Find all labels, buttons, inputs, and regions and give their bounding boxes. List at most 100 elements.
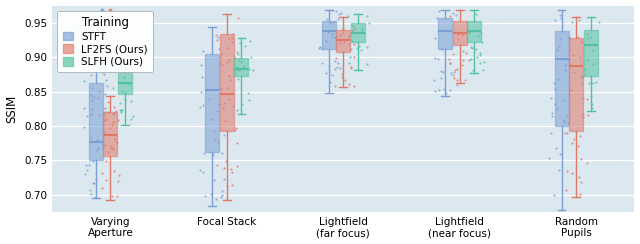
Point [460, 78, 470, 82]
Point [448, 73, 458, 77]
Point [106, 146, 116, 150]
Point [91, 177, 101, 181]
Point [438, 70, 448, 73]
Point [211, 33, 221, 37]
Point [567, 141, 577, 145]
Point [347, 29, 357, 32]
Point [220, 133, 230, 137]
Point [584, 81, 594, 85]
Point [450, 68, 460, 72]
Point [116, 89, 127, 92]
Point [587, 106, 597, 110]
Point [244, 98, 254, 102]
Point [429, 78, 440, 81]
Bar [584, 30, 598, 76]
Point [563, 169, 573, 173]
Point [109, 137, 120, 141]
Point [586, 94, 596, 98]
Point [232, 16, 243, 20]
Point [457, 30, 467, 34]
Point [337, 30, 348, 34]
Point [362, 45, 372, 49]
Point [214, 55, 225, 59]
Point [86, 135, 96, 139]
Point [577, 82, 588, 86]
Point [108, 86, 118, 90]
Point [195, 105, 205, 109]
Point [89, 95, 99, 99]
Point [451, 67, 461, 71]
Point [115, 108, 125, 112]
Point [100, 117, 111, 121]
Point [196, 75, 207, 79]
Point [86, 86, 97, 90]
Point [461, 51, 471, 55]
Point [315, 45, 325, 49]
Point [433, 89, 444, 92]
Point [126, 117, 136, 121]
Point [339, 40, 349, 44]
Point [84, 163, 95, 167]
Point [548, 193, 559, 197]
Point [81, 163, 91, 167]
Point [364, 21, 374, 25]
Point [209, 178, 220, 182]
Point [314, 46, 324, 50]
Point [97, 47, 108, 51]
Point [113, 173, 124, 177]
Point [471, 12, 481, 16]
Point [479, 60, 489, 64]
Point [440, 91, 451, 94]
Point [344, 42, 354, 46]
Point [109, 132, 120, 136]
Point [477, 41, 487, 44]
Point [100, 111, 111, 114]
Point [582, 161, 592, 165]
Point [224, 74, 234, 78]
Point [122, 61, 132, 64]
Point [103, 100, 113, 103]
Point [103, 150, 113, 154]
Point [221, 86, 232, 90]
Point [575, 192, 585, 196]
Point [567, 171, 577, 175]
Point [588, 81, 598, 85]
Point [575, 134, 585, 138]
Point [582, 58, 593, 61]
Point [86, 192, 96, 196]
Point [575, 157, 586, 161]
Point [317, 61, 327, 65]
Point [445, 88, 455, 92]
Point [321, 39, 332, 43]
Point [92, 138, 102, 142]
Point [321, 17, 332, 21]
Point [347, 39, 357, 43]
Point [109, 111, 119, 115]
Point [576, 74, 586, 78]
Point [224, 59, 234, 62]
Point [232, 108, 243, 112]
Point [429, 36, 440, 40]
Point [87, 107, 97, 111]
Point [239, 64, 249, 68]
Point [349, 27, 359, 30]
Point [547, 114, 557, 118]
Point [330, 35, 340, 39]
Point [335, 41, 346, 45]
Point [198, 170, 208, 173]
Point [113, 118, 123, 122]
Point [195, 168, 205, 172]
Point [582, 36, 593, 40]
Point [478, 68, 488, 72]
Point [205, 117, 216, 121]
Point [236, 60, 246, 64]
Point [471, 47, 481, 51]
Point [214, 47, 225, 51]
Point [338, 27, 348, 31]
Point [549, 81, 559, 85]
Point [125, 81, 135, 85]
Point [554, 37, 564, 41]
Point [475, 61, 485, 65]
Point [230, 128, 241, 132]
Point [464, 58, 474, 62]
